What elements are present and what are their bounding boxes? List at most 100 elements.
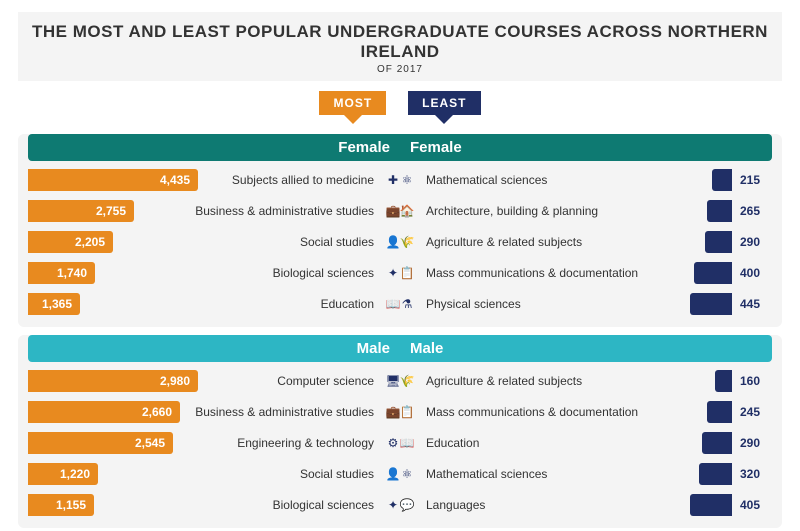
bar-value: 215 bbox=[740, 173, 772, 187]
bar-label: Education bbox=[426, 436, 694, 450]
bar-label: Agriculture & related subjects bbox=[426, 374, 707, 388]
bar-most: 2,755 bbox=[28, 200, 134, 222]
bar-most: 2,660 bbox=[28, 401, 180, 423]
bar-value: 400 bbox=[740, 266, 772, 280]
bar-label: Engineering & technology bbox=[181, 436, 374, 450]
bar-value: 2,545 bbox=[135, 436, 165, 450]
bar-row: 2,980Computer science🖥 bbox=[28, 368, 400, 394]
bar-least bbox=[707, 401, 732, 423]
bar-row: 1,740 Biological sciences ✦ bbox=[28, 260, 400, 286]
bar-label: Subjects allied to medicine bbox=[206, 173, 374, 187]
title-band: THE MOST AND LEAST POPULAR UNDERGRADUATE… bbox=[18, 12, 782, 81]
bar-row: 1,155 Biological sciences ✦ bbox=[28, 492, 400, 518]
bar-label: Mass communications & documentation bbox=[426, 405, 699, 419]
bar-least bbox=[702, 432, 732, 454]
subject-icon: 💬 bbox=[400, 498, 414, 512]
subject-icon: ⚛ bbox=[400, 173, 414, 187]
bar-least bbox=[690, 293, 732, 315]
panel-header-most: Male bbox=[28, 335, 400, 362]
bar-label: Architecture, building & planning bbox=[426, 204, 699, 218]
page-subtitle: OF 2017 bbox=[24, 64, 776, 75]
subject-icon: 📖 bbox=[386, 297, 400, 311]
bar-least bbox=[712, 169, 732, 191]
bar-value: 320 bbox=[740, 467, 772, 481]
bar-row: 🌾Agriculture & related subjects160 bbox=[400, 368, 772, 394]
bar-least bbox=[705, 231, 732, 253]
bar-most: 1,365 bbox=[28, 293, 80, 315]
bar-least bbox=[699, 463, 732, 485]
bar-most: 1,740 bbox=[28, 262, 95, 284]
bar-row: ⚛ Mathematical sciences 215 bbox=[400, 167, 772, 193]
bar-value: 290 bbox=[740, 235, 772, 249]
bar-label: Biological sciences bbox=[102, 498, 374, 512]
subject-icon: ✦ bbox=[386, 266, 400, 280]
subject-icon: 🌾 bbox=[400, 235, 414, 249]
subject-icon: 🏠 bbox=[400, 204, 414, 218]
subject-icon: 🌾 bbox=[400, 374, 414, 388]
subject-icon: 💼 bbox=[386, 204, 400, 218]
bar-value: 4,435 bbox=[160, 173, 190, 187]
bar-row: 1,220 Social studies 👤 bbox=[28, 461, 400, 487]
bar-label: Social studies bbox=[121, 235, 374, 249]
panel-header-most: Female bbox=[28, 134, 400, 161]
bar-value: 2,205 bbox=[75, 235, 105, 249]
subject-icon: 👤 bbox=[386, 467, 400, 481]
panel-header-least: Female bbox=[400, 134, 772, 161]
subject-icon: ✦ bbox=[386, 498, 400, 512]
bar-most: 2,205 bbox=[28, 231, 113, 253]
bar-label: Mathematical sciences bbox=[426, 173, 704, 187]
bar-row: 📋Mass communications & documentation400 bbox=[400, 260, 772, 286]
bar-value: 405 bbox=[740, 498, 772, 512]
bar-label: Agriculture & related subjects bbox=[426, 235, 697, 249]
bar-value: 1,155 bbox=[56, 498, 86, 512]
bar-most: 2,545 bbox=[28, 432, 173, 454]
bar-least bbox=[707, 200, 732, 222]
subject-icon: ⚙ bbox=[386, 436, 400, 450]
bar-label: Mathematical sciences bbox=[426, 467, 691, 481]
bar-value: 2,660 bbox=[142, 405, 172, 419]
subject-icon: ⚗ bbox=[400, 297, 414, 311]
bar-value: 1,220 bbox=[60, 467, 90, 481]
subject-icon: ⚛ bbox=[400, 467, 414, 481]
subject-icon: 📋 bbox=[400, 405, 414, 419]
bar-value: 1,365 bbox=[42, 297, 72, 311]
subject-icon: 📖 bbox=[400, 436, 414, 450]
bar-row: 💬Languages405 bbox=[400, 492, 772, 518]
page-title: THE MOST AND LEAST POPULAR UNDERGRADUATE… bbox=[24, 22, 776, 62]
bar-label: Computer science bbox=[206, 374, 374, 388]
legend: MOST LEAST bbox=[18, 91, 782, 124]
chevron-down-icon bbox=[344, 115, 362, 124]
bar-row: 1,365 Education 📖 bbox=[28, 291, 400, 317]
bar-row: 2,205 Social studies 👤 bbox=[28, 229, 400, 255]
bar-label: Physical sciences bbox=[426, 297, 682, 311]
bar-label: Education bbox=[88, 297, 374, 311]
subject-icon: ✚ bbox=[386, 173, 400, 187]
panel-male: MaleMale2,980Computer science🖥2,660Busin… bbox=[18, 335, 782, 528]
chevron-down-icon bbox=[435, 115, 453, 124]
legend-most-label: MOST bbox=[319, 91, 386, 115]
bar-most: 4,435 bbox=[28, 169, 198, 191]
panels-container: FemaleFemale 4,435 Subjects allied to medi… bbox=[18, 134, 782, 528]
bar-row: 2,660Business & administrative studies💼 bbox=[28, 399, 400, 425]
subject-icon: 💼 bbox=[386, 405, 400, 419]
bar-row: 📋Mass communications & documentation245 bbox=[400, 399, 772, 425]
bar-value: 1,740 bbox=[57, 266, 87, 280]
bar-value: 2,755 bbox=[96, 204, 126, 218]
bar-label: Social studies bbox=[106, 467, 374, 481]
bar-row: 4,435 Subjects allied to medicine ✚ bbox=[28, 167, 400, 193]
subject-icon: 📋 bbox=[400, 266, 414, 280]
bar-least bbox=[690, 494, 732, 516]
bar-row: 📖Education290 bbox=[400, 430, 772, 456]
bar-least bbox=[694, 262, 732, 284]
bar-most: 1,220 bbox=[28, 463, 98, 485]
bar-row: 2,545 Engineering & technology ⚙ bbox=[28, 430, 400, 456]
subject-icon: 👤 bbox=[386, 235, 400, 249]
bar-row: ⚗ Physical sciences 445 bbox=[400, 291, 772, 317]
bar-row: 2,755Business & administrative studies💼 bbox=[28, 198, 400, 224]
legend-least-label: LEAST bbox=[408, 91, 480, 115]
bar-most: 2,980 bbox=[28, 370, 198, 392]
bar-value: 445 bbox=[740, 297, 772, 311]
bar-label: Biological sciences bbox=[103, 266, 374, 280]
panel-header-least: Male bbox=[400, 335, 772, 362]
legend-most: MOST bbox=[319, 91, 386, 124]
